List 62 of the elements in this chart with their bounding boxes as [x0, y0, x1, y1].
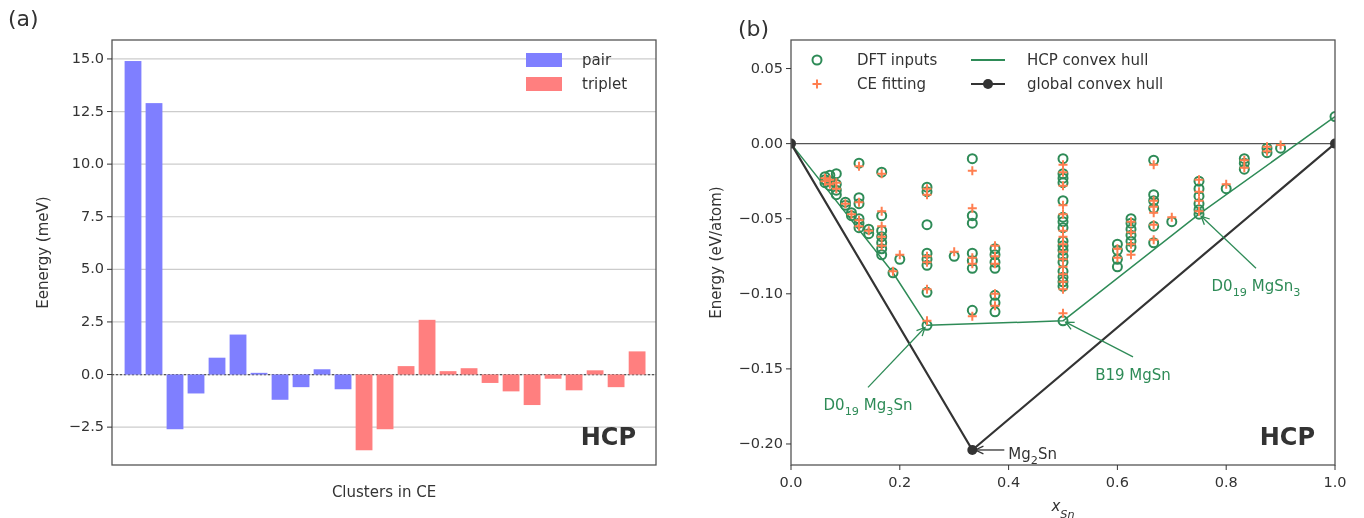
bar [166, 374, 184, 430]
bar [586, 370, 604, 375]
x-tick-label: 0.2 [888, 474, 912, 490]
bar [187, 374, 205, 394]
bar [607, 374, 625, 388]
x-tick-label: 0.8 [1214, 474, 1238, 490]
x-tick-label: 0.6 [1105, 474, 1129, 490]
y-tick-label: −0.15 [738, 359, 783, 376]
y-tick-label: 0.0 [80, 365, 104, 382]
bar [523, 374, 541, 406]
bar [565, 374, 583, 391]
x-axis-title: Clusters in CE [331, 483, 437, 501]
bar [397, 366, 415, 375]
annotation: Mg$_{2}$Sn [1008, 444, 1057, 467]
y-tick-label: −0.20 [738, 434, 783, 451]
chart-title: (b) [738, 16, 770, 41]
annotation: HCP [1259, 423, 1315, 451]
legend-label: pair [582, 50, 612, 69]
bar [376, 374, 394, 430]
bar [544, 374, 562, 379]
annotation: D0$_{19}$ Mg$_{3}$Sn [823, 395, 913, 418]
bar [628, 351, 646, 375]
y-tick-label: −0.10 [738, 284, 783, 301]
x-tick-label: 0.0 [779, 474, 803, 490]
legend-label: global convex hull [1027, 74, 1164, 93]
y-tick-label: −0.05 [738, 209, 783, 226]
x-tick-label: 1.0 [1323, 474, 1347, 490]
bar [292, 374, 310, 388]
bar [124, 61, 142, 375]
y-axis-title: Energy (eV/atom) [707, 186, 725, 319]
y-axis-title: Eenergy (meV) [34, 196, 52, 309]
y-tick-label: 0.00 [750, 134, 783, 151]
bar [460, 368, 478, 375]
bar [355, 374, 373, 451]
y-tick-label: 15.0 [71, 49, 104, 66]
bar [481, 374, 499, 383]
bar [313, 369, 331, 375]
annotation: HCP [580, 423, 636, 451]
legend-label: DFT inputs [857, 50, 938, 69]
annotation: D0$_{19}$ MgSn$_{3}$ [1211, 276, 1301, 299]
legend-label: triplet [582, 74, 628, 93]
y-tick-label: 2.5 [80, 312, 104, 329]
legend-label: HCP convex hull [1027, 50, 1149, 69]
y-tick-label: 10.0 [71, 155, 104, 172]
y-tick-label: 5.0 [80, 260, 104, 277]
bar [229, 334, 247, 375]
bar [418, 319, 436, 375]
bar [334, 374, 352, 390]
y-tick-label: 7.5 [80, 207, 104, 224]
chart-title: (a) [8, 6, 39, 31]
legend-label: CE fitting [857, 74, 927, 93]
y-tick-label: 0.05 [750, 59, 783, 76]
annotation: B19 MgSn [1095, 365, 1171, 384]
bar [145, 103, 163, 375]
bar [271, 374, 289, 400]
x-tick-label: 0.4 [997, 474, 1021, 490]
bar [439, 371, 457, 375]
x-axis-title: x$_{Sn}$ [1050, 497, 1075, 518]
y-tick-label: −2.5 [68, 418, 104, 435]
bar [208, 357, 226, 375]
bar [502, 374, 520, 392]
y-tick-label: 12.5 [71, 102, 104, 119]
